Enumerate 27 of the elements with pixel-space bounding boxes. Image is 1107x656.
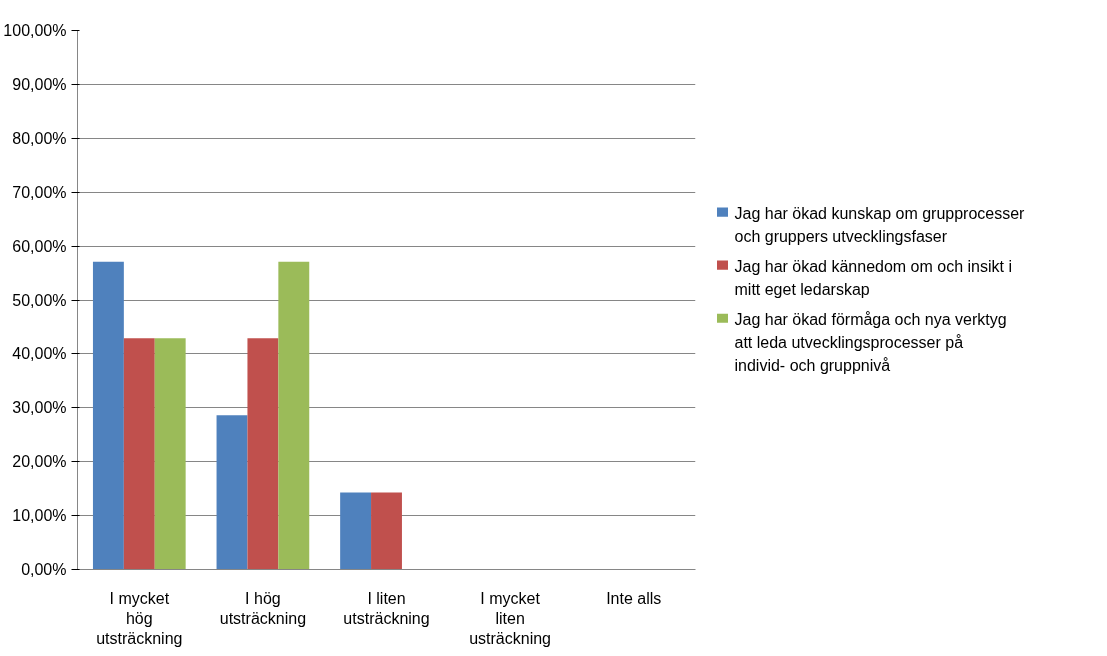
y-tick-label: 0,00% [21, 561, 67, 578]
y-tick-label: 40,00% [12, 345, 67, 363]
x-tick-label: I mycket hög utsträckning [96, 589, 183, 648]
bar [278, 261, 310, 570]
y-tick-label: 60,00% [12, 237, 67, 255]
y-tick-label: 30,00% [12, 399, 67, 417]
bar [340, 492, 372, 570]
bar [123, 338, 155, 570]
x-tick-label: I liten utsträckning [343, 589, 430, 627]
bar [92, 261, 124, 570]
x-tick-label: I mycket liten usträckning [469, 589, 552, 648]
y-tick-label: 10,00% [12, 507, 67, 525]
x-tick-label: Inte alls [606, 589, 662, 607]
y-tick-label: 100,00% [3, 22, 67, 39]
bar [371, 492, 402, 570]
y-tick-label: 50,00% [12, 291, 67, 309]
x-tick-label: I hög utsträckning [219, 589, 307, 627]
bar [216, 415, 248, 570]
legend-label: Jag har ökad förmåga och nya verktyg att leda utvecklingsprocesser på individ- och gruppnivå [734, 310, 1007, 374]
y-tick-label: 70,00% [12, 183, 67, 201]
bar [154, 338, 186, 570]
bar [247, 338, 279, 570]
legend-label: Jag har ökad kännedom om och insikt i mitt eget ledarskap [734, 257, 1012, 298]
y-tick-label: 20,00% [12, 453, 67, 471]
legend-label: Jag har ökad kunskap om grupprocesser och gruppers utvecklingsfaser [734, 204, 1026, 245]
y-tick-label: 90,00% [12, 75, 67, 93]
y-tick-label: 80,00% [12, 129, 67, 147]
